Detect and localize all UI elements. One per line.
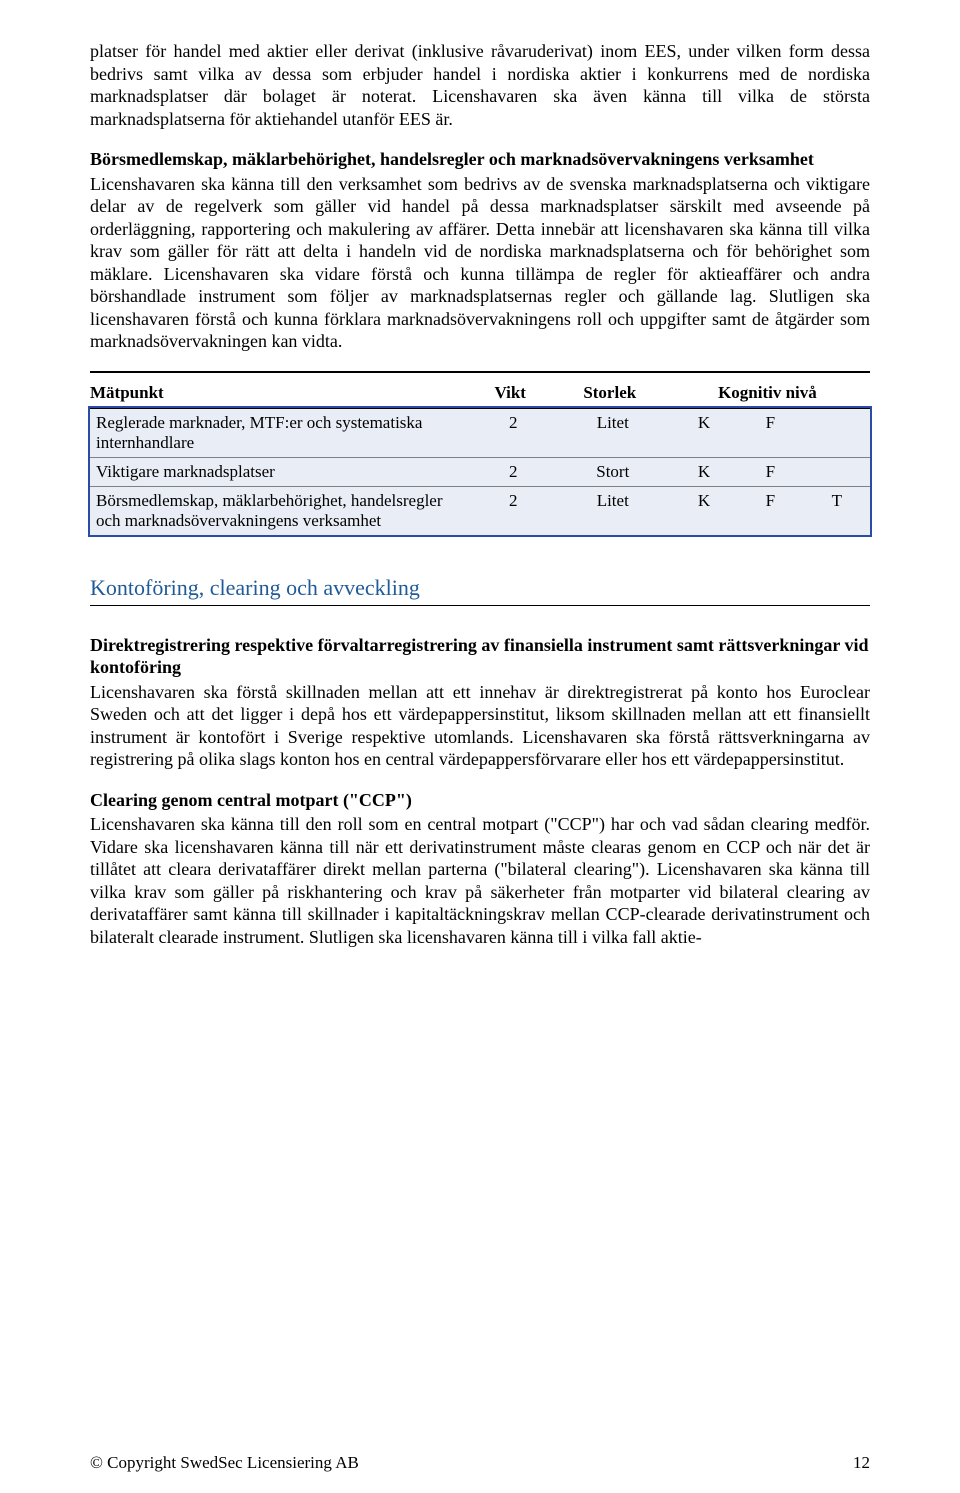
- cell-k3: [804, 408, 870, 458]
- footer-page-number: 12: [853, 1453, 870, 1473]
- cell-storlek: Litet: [555, 486, 671, 535]
- footer-copyright: © Copyright SwedSec Licensiering AB: [90, 1453, 359, 1473]
- cell-vikt: 2: [472, 486, 555, 535]
- th-kognitiv: Kognitiv nivå: [671, 379, 870, 408]
- cell-label: Viktigare marknadsplatser: [90, 457, 472, 486]
- table-row: Viktigare marknadsplatser 2 Stort K F: [90, 457, 870, 486]
- cell-storlek: Litet: [555, 408, 671, 458]
- page-footer: © Copyright SwedSec Licensiering AB 12: [90, 1453, 870, 1473]
- heading-direktregistrering: Direktregistrering respektive förvaltarr…: [90, 634, 870, 679]
- section-title-kontoforing: Kontoföring, clearing och avveckling: [90, 575, 870, 601]
- table-header-row: Mätpunkt Vikt Storlek Kognitiv nivå: [90, 379, 870, 408]
- cell-k2: F: [737, 486, 803, 535]
- heading-borsmedlemskap: Börsmedlemskap, mäklarbehörighet, handel…: [90, 148, 870, 171]
- cell-label: Börsmedlemskap, mäklarbehörighet, handel…: [90, 486, 472, 535]
- cell-label: Reglerade marknader, MTF:er och systemat…: [90, 408, 472, 458]
- th-vikt: Vikt: [472, 379, 555, 408]
- cell-k3: T: [804, 486, 870, 535]
- cell-k1: K: [671, 457, 737, 486]
- cell-vikt: 2: [472, 408, 555, 458]
- cell-k2: F: [737, 457, 803, 486]
- th-storlek: Storlek: [555, 379, 671, 408]
- table-row: Börsmedlemskap, mäklarbehörighet, handel…: [90, 486, 870, 535]
- th-matpunkt: Mätpunkt: [90, 379, 472, 408]
- cell-k3: [804, 457, 870, 486]
- cell-k1: K: [671, 408, 737, 458]
- cell-k2: F: [737, 408, 803, 458]
- heading-ccp: Clearing genom central motpart ("CCP"): [90, 789, 870, 812]
- table-row: Reglerade marknader, MTF:er och systemat…: [90, 408, 870, 458]
- cell-k1: K: [671, 486, 737, 535]
- paragraph-borsmedlemskap: Licenshavaren ska känna till den verksam…: [90, 173, 870, 353]
- intro-paragraph: platser för handel med aktier eller deri…: [90, 40, 870, 130]
- table-top-rule: [90, 371, 870, 373]
- paragraph-direktregistrering: Licenshavaren ska förstå skillnaden mell…: [90, 681, 870, 771]
- section-rule: [90, 605, 870, 606]
- cell-vikt: 2: [472, 457, 555, 486]
- matpunkt-table: Mätpunkt Vikt Storlek Kognitiv nivå Regl…: [90, 379, 870, 535]
- cell-storlek: Stort: [555, 457, 671, 486]
- paragraph-ccp: Licenshavaren ska känna till den roll so…: [90, 813, 870, 948]
